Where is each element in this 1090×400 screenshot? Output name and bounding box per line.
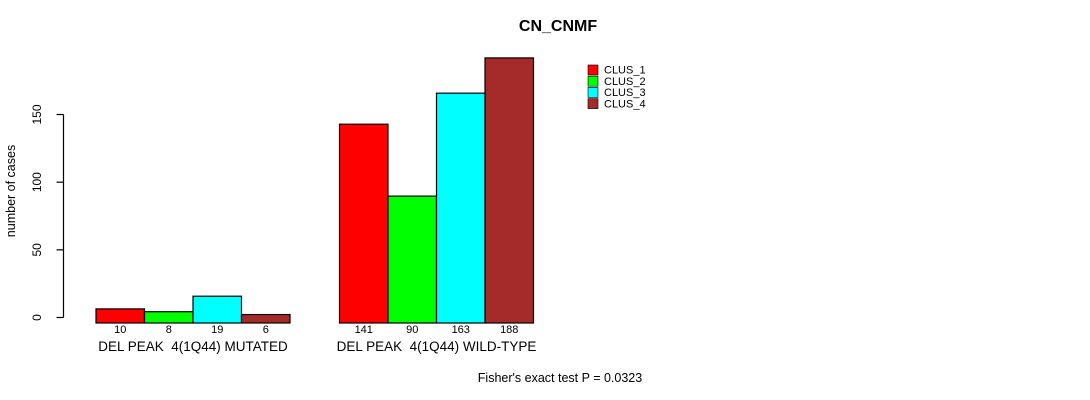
bar-value-labels: 10 8 19 6 141 90 163 188	[114, 324, 518, 336]
y-axis-label: number of cases	[4, 145, 18, 237]
legend-label-clus_2: CLUS_2	[604, 76, 646, 88]
x-axis-group-labels: DEL PEAK 4(1Q44) MUTATED DEL PEAK 4(1Q44)…	[98, 339, 536, 354]
bar-clus_2-group1	[143, 311, 194, 324]
bar-clus_2-group2	[387, 195, 438, 324]
y-axis-tick-label: 150	[30, 104, 44, 124]
bar-value-label: 141	[355, 324, 373, 336]
y-axis: 0 50 100 150	[30, 104, 65, 321]
bar-clus_4-group1	[240, 313, 291, 324]
legend-label-clus_1: CLUS_1	[604, 65, 646, 77]
bar-value-label: 19	[211, 324, 223, 336]
bar-value-label: 90	[406, 324, 418, 336]
bar-value-label: 8	[166, 324, 172, 336]
bar-clus_3-group2	[435, 92, 486, 324]
y-axis-tick-label: 0	[30, 314, 44, 321]
legend-label-clus_3: CLUS_3	[604, 87, 646, 99]
bar-clus_1-group1	[95, 308, 146, 324]
y-axis-tick-label: 100	[30, 172, 44, 192]
bar-value-label: 10	[114, 324, 126, 336]
legend-swatch-clus_2	[587, 75, 599, 87]
annotation-fisher-test: Fisher's exact test P = 0.0323	[478, 371, 642, 385]
bar-clus_1-group2	[338, 123, 389, 324]
legend-swatch-clus_3	[587, 87, 599, 98]
legend-label-clus_4: CLUS_4	[604, 98, 646, 110]
bar-clus_4-group2	[484, 57, 535, 324]
y-axis-tick-label: 50	[30, 243, 44, 257]
legend-swatch-clus_4	[587, 98, 599, 109]
bar-value-label: 6	[263, 324, 269, 336]
bar-clus_3-group1	[192, 295, 243, 324]
category-label: DEL PEAK 4(1Q44) MUTATED	[98, 339, 288, 354]
category-label: DEL PEAK 4(1Q44) WILD-TYPE	[337, 339, 537, 354]
legend-swatch-clus_1	[587, 64, 599, 76]
bar-value-label: 188	[500, 324, 518, 336]
chart-title: CN_CNMF	[519, 18, 597, 35]
bars-group	[95, 57, 535, 324]
bar-value-label: 163	[452, 324, 470, 336]
